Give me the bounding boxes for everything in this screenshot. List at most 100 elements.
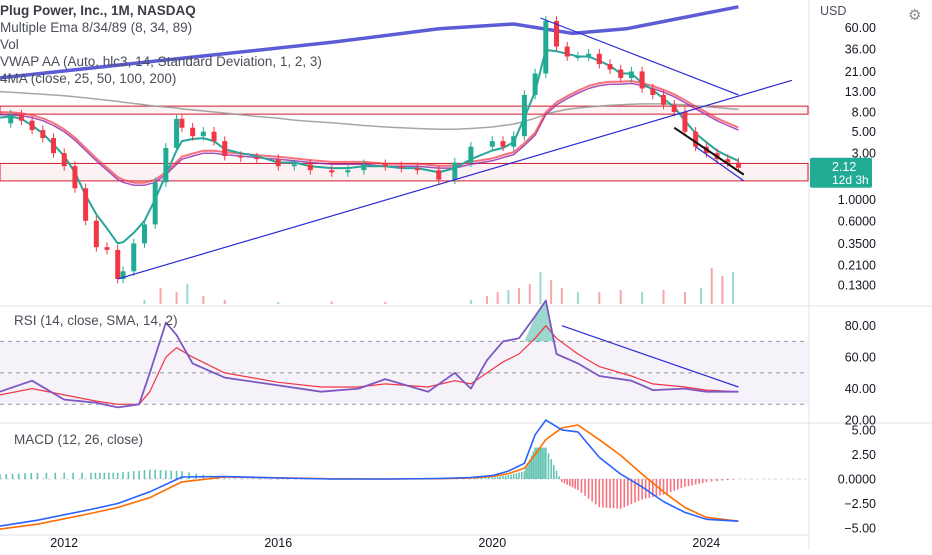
volume-bar (518, 288, 521, 304)
macd-histogram-bar (561, 479, 563, 483)
macd-histogram-bar (547, 453, 550, 479)
candle-body (275, 159, 281, 167)
macd-histogram-bar (705, 479, 708, 483)
macd-histogram-bar (721, 479, 724, 481)
volume-bar (699, 288, 702, 304)
candle-body (607, 64, 613, 70)
rsi-tick-label: 20.00 (845, 414, 876, 428)
candle-body (532, 73, 538, 95)
macd-histogram-bar (518, 472, 520, 479)
macd-histogram-bar (165, 470, 167, 479)
candle-body (521, 94, 527, 137)
candle-body (361, 164, 367, 171)
macd-pane-label[interactable]: MACD (12, 26, close) (14, 432, 144, 447)
macd-histogram-bar (691, 479, 693, 486)
candle-body (190, 127, 196, 137)
macd-tick-label: −5.00 (844, 522, 876, 536)
candle-body (398, 166, 404, 169)
macd-histogram-bar (627, 479, 629, 506)
legend-ema[interactable]: Multiple Ema 8/34/89 (8, 34, 89) (0, 20, 193, 35)
price-tick-label: 1.0000 (838, 193, 876, 207)
macd-tick-label: 0.0000 (838, 473, 876, 487)
volume-bar (277, 302, 280, 304)
candle-body (682, 111, 688, 132)
macd-histogram-bar (223, 478, 226, 479)
volume-bar (619, 290, 622, 304)
macd-histogram-bar (652, 479, 654, 498)
macd-histogram-bar (523, 471, 526, 479)
volume-bar (143, 300, 146, 304)
macd-histogram-bar (701, 479, 704, 483)
chart-title[interactable]: Plug Power, Inc., 1M, NASDAQ (0, 3, 196, 18)
rsi-line (0, 299, 739, 409)
volume-bar (662, 290, 665, 304)
macd-histogram-bar (530, 455, 533, 479)
macd-histogram-bar (154, 469, 156, 479)
candle-body (174, 118, 180, 148)
macd-histogram-bar (116, 472, 119, 479)
macd-histogram-bar (527, 463, 529, 479)
macd-histogram-bar (555, 470, 558, 479)
macd-histogram-bar (24, 473, 26, 479)
macd-histogram-bar (127, 471, 130, 479)
macd-histogram-bar (623, 479, 626, 508)
macd-histogram-bar (532, 451, 535, 479)
macd-histogram-bar (616, 479, 618, 509)
candle-body (238, 156, 244, 158)
macd-histogram-bar (587, 479, 590, 499)
candle-body (639, 71, 645, 89)
macd-histogram-bar (619, 479, 622, 509)
macd-histogram-bar (732, 479, 734, 480)
volume-bar (485, 296, 488, 304)
currency-label[interactable]: USD (820, 4, 847, 18)
macd-histogram-bar (484, 477, 486, 479)
macd-histogram-bar (507, 475, 510, 479)
legend-4ma[interactable]: 4MA (close, 25, 50, 100, 200) (0, 71, 177, 86)
candle-body (382, 164, 388, 167)
macd-histogram-bar (103, 472, 106, 479)
macd-histogram-bar (612, 479, 615, 509)
macd-histogram-bar (90, 472, 92, 479)
macd-histogram-bar (569, 479, 571, 487)
macd-histogram-bar (487, 477, 490, 479)
macd-histogram-bar (72, 472, 74, 479)
candle-body (83, 188, 89, 221)
candle-body (329, 170, 335, 173)
macd-histogram-bar (574, 479, 577, 489)
candle-body (618, 69, 624, 78)
rsi-pane-label[interactable]: RSI (14, close, SMA, 14, 2) (14, 313, 178, 328)
macd-histogram-bar (550, 459, 552, 479)
volume-bar (560, 288, 563, 304)
macd-histogram-bar (232, 478, 235, 479)
volume-bar (507, 290, 510, 304)
volume-bar (469, 300, 472, 304)
candle-body (254, 157, 260, 160)
macd-histogram-bar (698, 479, 700, 484)
price-zone (0, 105, 809, 115)
gear-icon[interactable]: ⚙ (908, 7, 922, 24)
macd-histogram-bar (502, 475, 504, 479)
ma200-line (0, 90, 739, 131)
macd-histogram-bar (480, 477, 483, 479)
macd-histogram-bar (45, 472, 48, 479)
macd-histogram-bar (504, 475, 507, 479)
volume-bar (528, 284, 531, 304)
volume-bar (683, 292, 686, 304)
price-tick-label: 0.1300 (838, 278, 876, 292)
legend-vwap[interactable]: VWAP AA (Auto, hlc3, 14, Standard Deviat… (0, 54, 322, 69)
macd-histogram-bar (149, 469, 151, 479)
macd-histogram-bar (563, 479, 566, 484)
macd-histogram-bar (684, 479, 686, 487)
macd-histogram-bar (81, 472, 83, 479)
macd-histogram-bar (286, 479, 288, 480)
macd-histogram-bar (641, 479, 643, 500)
macd-histogram-bar (494, 477, 496, 479)
macd-histogram-bar (673, 479, 676, 491)
candle-body (72, 166, 78, 189)
legend-volume[interactable]: Vol (0, 37, 19, 52)
macd-histogram-bar (680, 479, 683, 489)
volume-bar (576, 292, 579, 304)
macd-histogram-bar (510, 474, 512, 479)
